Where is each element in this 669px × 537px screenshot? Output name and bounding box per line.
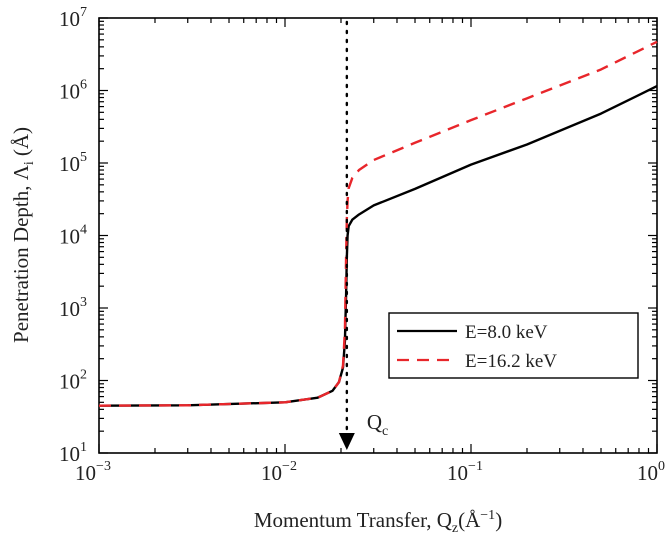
qc-label-sub: c	[382, 424, 388, 439]
qc-label-main: Q	[367, 410, 382, 434]
x-tick-label: 10−2	[261, 459, 297, 485]
qc-arrowhead	[338, 433, 355, 450]
legend-label-8kev: E=8.0 keV	[465, 322, 548, 343]
x-tick-label: 10−1	[447, 459, 483, 485]
y-tick-label: 103	[59, 295, 87, 321]
legend-label-16kev: E=16.2 keV	[465, 351, 557, 372]
x-axis-label-unit-sup: −1	[480, 508, 495, 523]
y-axis-label: Penetration Depth, Λi (Å)	[9, 127, 37, 343]
y-tick-label: 105	[59, 150, 87, 176]
x-axis-label-unit: (Å	[458, 508, 481, 532]
series-line-16kev	[98, 40, 658, 407]
axis-tick-labels: 10−3 10−2 10−1 100 101 102 103 104 105 106 107	[59, 5, 665, 485]
legend: E=8.0 keV E=16.2 keV	[388, 312, 639, 379]
y-tick-label: 106	[59, 78, 87, 104]
x-tick-label: 10−3	[75, 459, 111, 485]
plot-area-frame	[98, 17, 658, 454]
y-axis-label-unit: (Å)	[9, 127, 33, 156]
y-tick-label: 101	[59, 440, 87, 466]
y-tick-label: 107	[59, 5, 87, 31]
x-axis-label-sub: z	[452, 521, 458, 536]
legend-box	[388, 312, 639, 379]
annotation-layer: Qc	[338, 20, 388, 450]
x-axis-label: Momentum Transfer, Qz(Å−1)	[254, 508, 502, 536]
y-tick-label: 104	[59, 223, 87, 249]
axis-ticks	[98, 17, 658, 454]
x-axis-label-close: )	[495, 508, 502, 532]
y-tick-label: 102	[59, 368, 87, 394]
x-tick-label: 100	[637, 459, 665, 485]
y-axis-label-sub: i	[22, 161, 37, 165]
y-axis-label-main: Penetration Depth, Λ	[9, 164, 33, 343]
qc-label: Qc	[367, 410, 388, 439]
x-axis-label-main: Momentum Transfer, Q	[254, 508, 452, 532]
